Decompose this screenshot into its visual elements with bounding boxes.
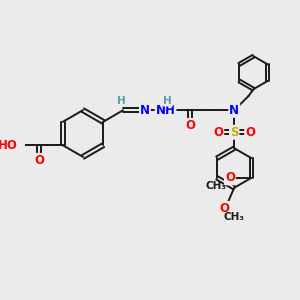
Text: N: N	[229, 104, 239, 117]
Text: NH: NH	[156, 104, 176, 117]
Text: O: O	[213, 126, 223, 139]
Text: CH₃: CH₃	[205, 181, 226, 190]
Text: S: S	[230, 126, 238, 139]
Text: H: H	[117, 96, 126, 106]
Text: HO: HO	[0, 139, 18, 152]
Text: CH₃: CH₃	[224, 212, 245, 222]
Text: H: H	[164, 96, 172, 106]
Text: O: O	[245, 126, 255, 139]
Text: O: O	[34, 154, 44, 167]
Text: O: O	[225, 171, 235, 184]
Text: O: O	[185, 119, 195, 132]
Text: O: O	[220, 202, 230, 215]
Text: N: N	[140, 104, 150, 117]
